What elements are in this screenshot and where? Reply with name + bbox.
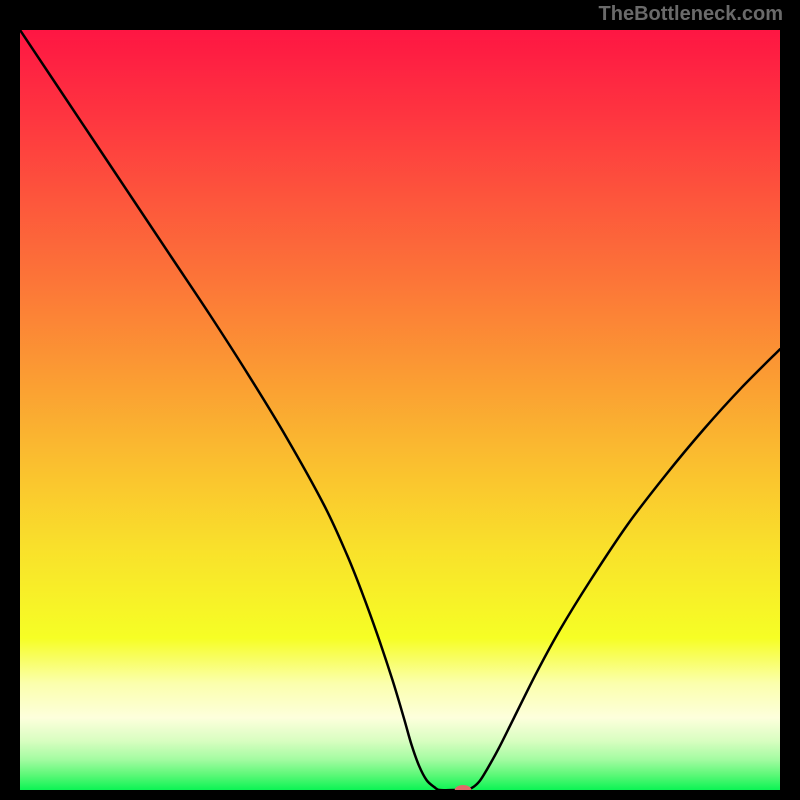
- chart-frame: [20, 30, 780, 790]
- bottleneck-chart: [20, 30, 780, 790]
- heat-gradient: [20, 30, 780, 790]
- watermark-label: TheBottleneck.com: [599, 3, 783, 26]
